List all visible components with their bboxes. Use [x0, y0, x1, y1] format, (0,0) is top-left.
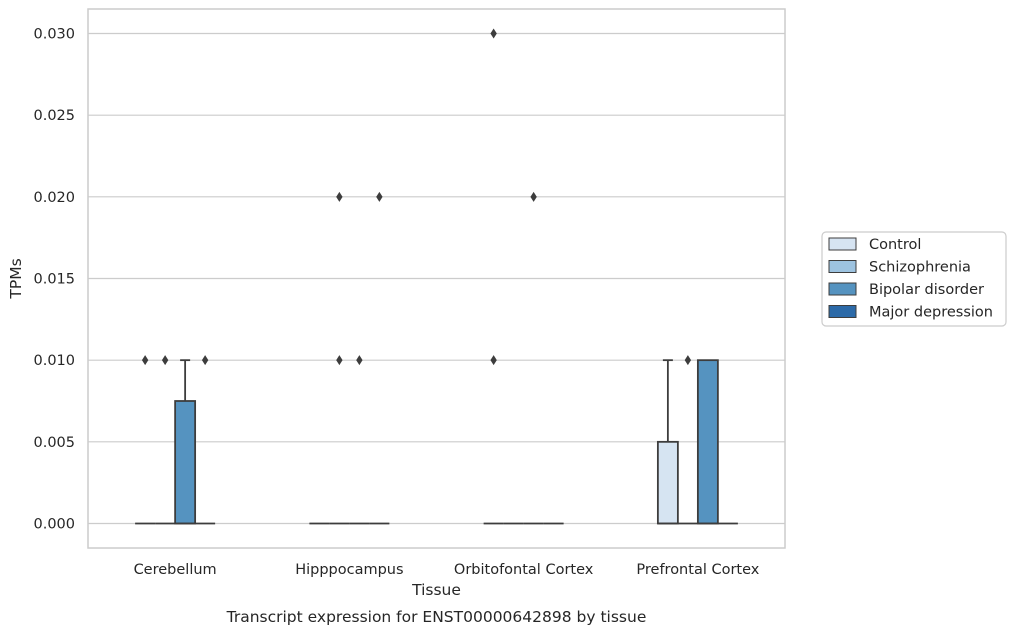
outlier-point	[336, 191, 343, 202]
box-iqr	[696, 359, 719, 525]
y-tick-label: 0.000	[33, 517, 75, 533]
legend-label: Control	[869, 237, 921, 253]
box	[369, 191, 390, 525]
box-iqr	[656, 440, 679, 525]
outlier-point	[490, 28, 497, 39]
legend-swatch	[828, 305, 857, 318]
legend: Control Schizophrenia Bipolar disorder Majo…	[821, 231, 1007, 327]
box	[523, 191, 544, 525]
legend-box	[821, 231, 1007, 327]
box	[174, 359, 197, 525]
outlier-point	[201, 355, 209, 366]
outlier-point	[161, 355, 169, 366]
outlier-point	[376, 191, 383, 202]
legend-label: Bipolar disorder	[869, 282, 984, 298]
x-tick-label: Hipppocampus	[295, 562, 403, 578]
outlier-point	[530, 191, 537, 202]
box	[483, 28, 504, 525]
box	[329, 191, 350, 525]
y-tick-label: 0.010	[33, 353, 75, 369]
legend-label: Major depression	[869, 305, 993, 321]
box	[135, 355, 156, 525]
outlier-point	[490, 355, 497, 366]
box	[195, 355, 216, 525]
plot-frame	[87, 8, 786, 549]
legend-swatch	[828, 260, 857, 273]
y-tick-label: 0.025	[33, 108, 75, 124]
box-iqr	[174, 400, 197, 525]
y-tick-labels: 0.000 0.005 0.010 0.015 0.020 0.025 0.030	[33, 27, 75, 533]
y-tick-label: 0.015	[33, 272, 75, 288]
x-tick-labels: Cerebellum Hipppocampus Orbitofontal Corte…	[134, 562, 760, 578]
y-tick-label: 0.005	[33, 435, 75, 451]
box	[155, 355, 176, 525]
box	[677, 355, 698, 525]
y-tick-label: 0.020	[33, 190, 75, 206]
x-axis-label: Tissue	[411, 581, 461, 599]
x-tick-label: Orbitofontal Cortex	[454, 562, 594, 578]
legend-item: Control	[828, 237, 921, 253]
outlier-point	[356, 355, 363, 366]
y-axis-label: TPMs	[7, 258, 25, 299]
box-groups	[135, 28, 738, 525]
box	[656, 359, 679, 525]
chart-title: Transcript expression for ENST0000064289…	[226, 608, 647, 626]
x-tick-label: Cerebellum	[134, 562, 217, 578]
box	[696, 359, 719, 525]
legend-item: Bipolar disorder	[828, 282, 984, 298]
box	[349, 355, 370, 525]
legend-item: Schizophrenia	[828, 260, 971, 276]
outlier-point	[141, 355, 149, 366]
x-tick-label: Prefrontal Cortex	[636, 562, 759, 578]
legend-item: Major depression	[828, 305, 993, 321]
legend-swatch	[828, 282, 857, 296]
y-tick-label: 0.030	[33, 27, 75, 43]
legend-swatch	[828, 237, 857, 251]
outlier-point	[684, 355, 692, 366]
legend-label: Schizophrenia	[869, 260, 971, 276]
outlier-point	[336, 355, 343, 366]
